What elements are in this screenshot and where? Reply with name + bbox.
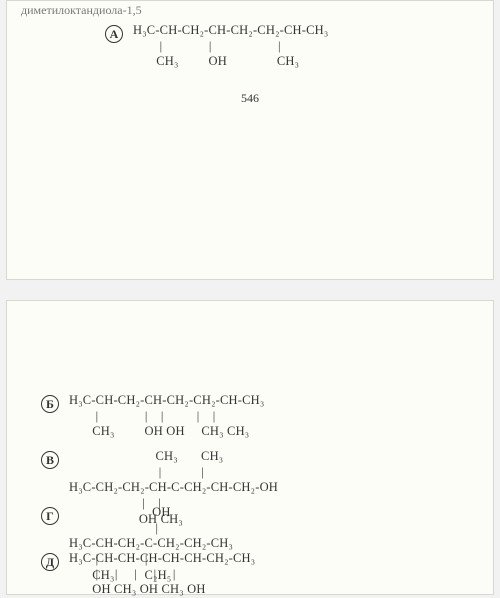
option-b-line1: H₃C-CH-CH₂-CH-CH₂-CH₂-CH-CH₃ <box>69 393 264 407</box>
option-g-line1: OH <box>69 505 171 519</box>
option-b: Б H₃C-CH-CH₂-CH-CH₂-CH₂-CH-CH₃ | | | | |… <box>41 393 264 440</box>
option-g-line2: | <box>69 521 158 535</box>
option-b-line2: | | | | | <box>69 409 216 423</box>
option-d-marker: Д <box>41 553 59 571</box>
option-d-line1: H₃C-CH-CH-CH-CH-CH-CH₂-CH₃ <box>69 551 255 565</box>
option-d-line2: | | | | | <box>69 567 176 581</box>
option-a-line1: H₃C-CH-CH₂-CH-CH₂-CH₂-CH-CH₃ <box>133 23 328 37</box>
option-v-line2: | | <box>69 465 204 479</box>
option-b-formula: H₃C-CH-CH₂-CH-CH₂-CH₂-CH-CH₃ | | | | | C… <box>69 393 264 440</box>
option-a-formula: H₃C-CH-CH₂-CH-CH₂-CH₂-CH-CH₃ | | | CH₃ O… <box>133 23 328 70</box>
option-v-marker: В <box>41 451 59 469</box>
option-d: Д H₃C-CH-CH-CH-CH-CH-CH₂-CH₃ | | | | | O… <box>41 551 255 598</box>
option-a-line2: | | | <box>133 39 281 53</box>
bottom-page-panel: Б H₃C-CH-CH₂-CH-CH₂-CH₂-CH-CH₃ | | | | |… <box>6 300 494 595</box>
option-v-line1: CH₃ CH₃ <box>69 449 223 463</box>
option-a: А H₃C-CH-CH₂-CH-CH₂-CH₂-CH-CH₃ | | | CH₃… <box>105 23 328 70</box>
top-page-panel: диметилоктандиола-1,5 А H₃C-CH-CH₂-CH-CH… <box>6 0 494 280</box>
page-number: 546 <box>7 91 493 106</box>
option-b-line3: CH₃ OH OH CH₃ CH₃ <box>69 424 249 438</box>
option-v-line3: H₃C-CH₂-CH₂-CH-C-CH₂-CH-CH₂-OH <box>69 480 278 494</box>
truncated-header: диметилоктандиола-1,5 <box>21 3 142 18</box>
option-d-line3: OH CH₃ OH CH₃ OH <box>69 582 206 596</box>
option-d-formula: H₃C-CH-CH-CH-CH-CH-CH₂-CH₃ | | | | | OH … <box>69 551 255 598</box>
option-b-marker: Б <box>41 395 59 413</box>
option-g-marker: Г <box>41 507 59 525</box>
option-g-line3: H₃C-CH-CH₂-C-CH₂-CH₂-CH₃ <box>69 536 233 550</box>
option-a-marker: А <box>105 25 123 43</box>
option-a-line3: CH₃ OH CH₃ <box>133 54 299 68</box>
